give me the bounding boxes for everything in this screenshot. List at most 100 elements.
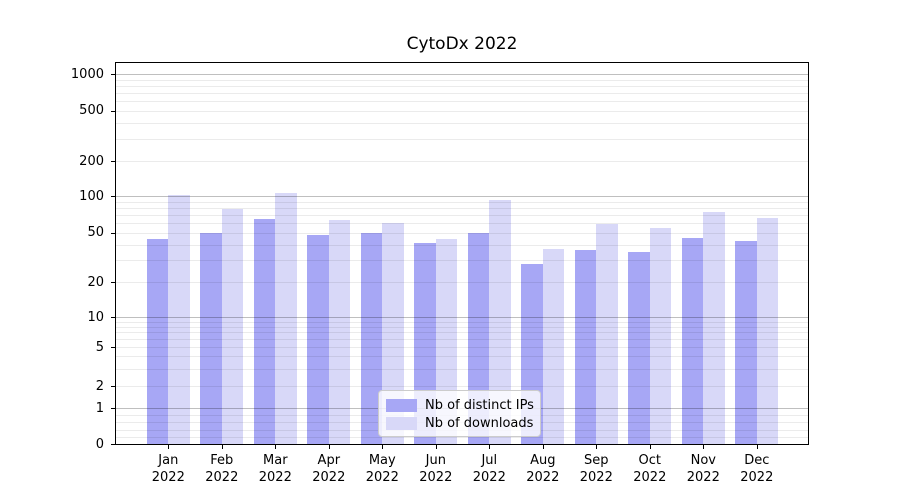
x-tick-month: Feb <box>210 453 234 468</box>
grid-line-minor <box>116 339 808 341</box>
bar-distinct-ips-feb <box>200 232 222 444</box>
y-axis-tick-label: 50 <box>87 225 104 240</box>
grid-line-minor <box>116 260 808 262</box>
x-tick-month: Mar <box>263 453 288 468</box>
grid-line-minor <box>116 332 808 334</box>
x-axis-tick <box>382 445 383 449</box>
x-tick-month: Nov <box>690 453 716 468</box>
x-tick-month: Jul <box>481 453 498 468</box>
y-axis-tick <box>111 282 115 283</box>
x-tick-year: 2022 <box>258 470 292 485</box>
bar-downloads-nov <box>703 211 725 444</box>
x-tick-year: 2022 <box>472 470 506 485</box>
legend-item-distinct-ips: Nb of distinct IPs <box>379 396 540 414</box>
x-tick-month: Jan <box>158 453 179 468</box>
x-tick-month: Dec <box>744 453 770 468</box>
x-axis-tick-label: May 2022 <box>352 452 412 486</box>
x-axis-tick-label: Oct 2022 <box>620 452 680 486</box>
x-tick-month: Oct <box>638 453 662 468</box>
bar-distinct-ips-may <box>360 232 383 444</box>
bar-distinct-ips-dec <box>735 240 757 444</box>
grid-line-minor <box>116 368 808 370</box>
y-axis-tick <box>111 74 115 75</box>
grid-line-minor <box>116 214 808 216</box>
x-axis-tick-label: Apr 2022 <box>299 452 359 486</box>
grid-line-minor <box>116 222 808 224</box>
legend: Nb of distinct IPs Nb of downloads <box>378 390 541 437</box>
grid-line-minor <box>116 92 808 94</box>
grid-line-minor <box>116 207 808 209</box>
bar-distinct-ips-oct <box>628 251 650 444</box>
y-axis-tick-label: 20 <box>87 274 104 290</box>
chart-title: CytoDx 2022 <box>406 34 518 54</box>
legend-swatch-downloads <box>386 416 417 430</box>
x-axis-tick-label: Nov 2022 <box>673 452 733 486</box>
y-axis-tick-label: 1 <box>95 400 104 416</box>
x-tick-month: Aug <box>530 453 556 468</box>
x-axis-tick-label: Jun 2022 <box>406 452 466 486</box>
y-axis-tick <box>111 317 115 318</box>
x-axis-tick <box>168 445 169 449</box>
y-axis-tick-label: 5 <box>95 339 104 355</box>
legend-label-distinct-ips: Nb of distinct IPs <box>425 397 534 413</box>
bar-downloads-aug <box>542 248 565 444</box>
grid-line-minor <box>116 122 808 124</box>
x-axis-tick <box>329 445 330 449</box>
bar-downloads-jan <box>168 194 190 444</box>
y-axis-tick-label: 0 <box>95 436 104 452</box>
grid-line-minor <box>116 79 808 81</box>
x-tick-year: 2022 <box>205 470 239 485</box>
legend-swatch-distinct-ips <box>386 398 417 412</box>
x-axis-tick <box>489 445 490 449</box>
x-axis-tick <box>436 445 437 449</box>
legend-label-downloads: Nb of downloads <box>425 415 534 431</box>
x-tick-month: Sep <box>584 453 609 468</box>
grid-line-minor <box>116 85 808 87</box>
x-tick-year: 2022 <box>419 470 453 485</box>
x-tick-year: 2022 <box>526 470 560 485</box>
x-axis-tick-label: Dec 2022 <box>727 452 787 486</box>
grid-line-minor <box>116 356 808 358</box>
x-axis-tick <box>757 445 758 449</box>
grid-line-minor <box>116 282 808 283</box>
y-axis-tick-label: 10 <box>87 309 104 325</box>
bar-downloads-mar <box>275 193 297 444</box>
x-tick-month: Apr <box>317 453 341 468</box>
grid-line-major <box>116 74 808 75</box>
grid-line-minor <box>116 321 808 323</box>
x-axis-tick-label: Sep 2022 <box>566 452 626 486</box>
grid-line-minor <box>116 161 808 162</box>
y-axis-tick-label: 100 <box>79 188 104 204</box>
bar-downloads-feb <box>221 209 244 444</box>
y-axis-tick <box>111 111 115 112</box>
x-axis-tick <box>703 445 704 449</box>
grid-line-minor <box>116 138 808 140</box>
bar-downloads-jul <box>489 199 511 444</box>
x-tick-year: 2022 <box>686 470 720 485</box>
y-axis-tick-label: 200 <box>79 153 104 169</box>
x-axis-tick <box>596 445 597 449</box>
grid-line-minor <box>116 110 808 112</box>
y-axis-tick-label: 500 <box>79 103 104 118</box>
x-tick-month: May <box>368 453 396 468</box>
bar-distinct-ips-sep <box>574 250 597 444</box>
grid-line-major <box>116 196 808 197</box>
grid-line-minor <box>116 100 808 102</box>
x-tick-year: 2022 <box>151 470 185 485</box>
x-axis-tick-label: Jul 2022 <box>459 452 519 486</box>
x-axis-tick-label: Feb 2022 <box>192 452 252 486</box>
x-tick-month: Jun <box>425 453 446 468</box>
x-axis-tick-label: Aug 2022 <box>513 452 573 486</box>
bar-distinct-ips-jan <box>146 239 169 444</box>
bar-downloads-dec <box>756 217 779 444</box>
bar-downloads-may <box>382 222 404 444</box>
x-axis-tick <box>650 445 651 449</box>
x-axis-tick-label: Mar 2022 <box>245 452 305 486</box>
y-axis-tick-label: 2 <box>95 378 104 394</box>
bar-distinct-ips-mar <box>253 218 276 444</box>
y-axis-tick-label: 1000 <box>70 66 104 82</box>
grid-line-minor <box>116 347 808 348</box>
y-axis-tick <box>111 444 115 445</box>
x-tick-year: 2022 <box>312 470 346 485</box>
